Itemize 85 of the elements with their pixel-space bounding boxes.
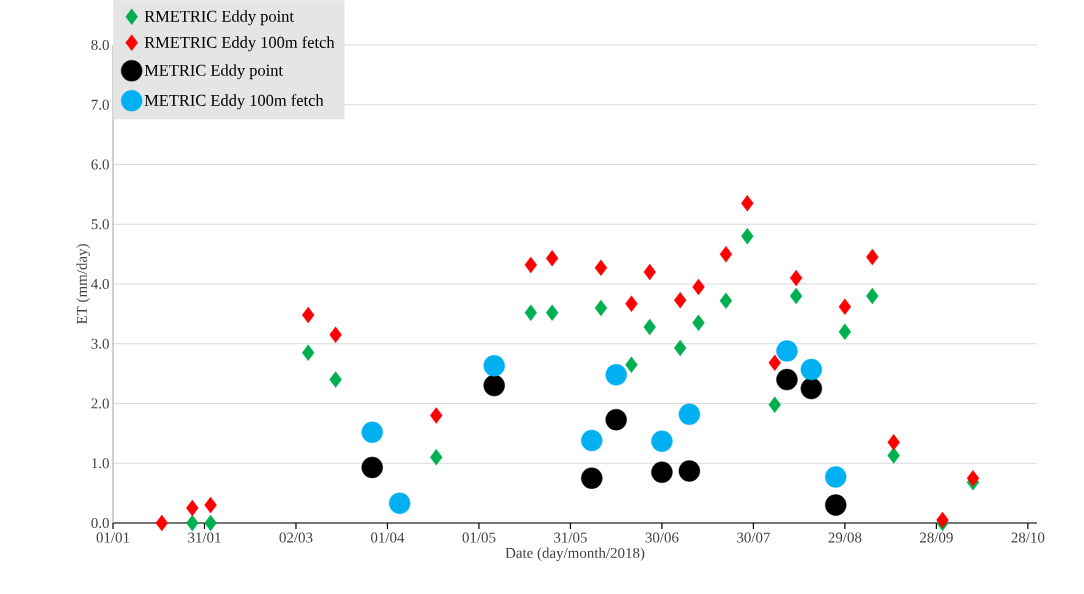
y-tick-label: 0.0 [91, 517, 109, 529]
point [674, 339, 687, 357]
point [768, 354, 781, 372]
point [643, 263, 656, 281]
point [651, 461, 673, 483]
point [741, 228, 754, 245]
point [776, 368, 798, 391]
point [719, 245, 733, 263]
x-tick-label: 28/10 [1011, 532, 1045, 543]
point [155, 514, 168, 532]
point [301, 306, 315, 324]
point [186, 514, 199, 532]
point [204, 514, 217, 532]
point [545, 250, 559, 267]
point [301, 344, 315, 361]
point [789, 287, 803, 305]
legend-label: METRIC Eddy point [144, 64, 283, 80]
y-axis-title: ET (mm/day) [76, 244, 90, 325]
x-tick-label: 31/01 [188, 532, 221, 543]
point [692, 278, 705, 296]
point [329, 371, 342, 388]
legend-label: METRIC Eddy 100m fetch [144, 94, 324, 110]
point [678, 460, 701, 482]
point [741, 195, 754, 212]
point [838, 298, 852, 315]
x-tick-label: 01/01 [96, 532, 130, 543]
point [524, 256, 537, 274]
point [594, 259, 608, 277]
point [825, 466, 847, 488]
y-tick-label: 5.0 [91, 219, 109, 230]
x-tick-label: 02/03 [279, 532, 313, 543]
point [800, 377, 823, 400]
point [483, 374, 505, 397]
point [866, 287, 879, 305]
point [605, 364, 627, 386]
point [692, 314, 705, 332]
point [825, 494, 847, 516]
point [361, 421, 383, 443]
point [625, 356, 638, 373]
point [719, 292, 733, 309]
point [204, 496, 217, 514]
point [361, 456, 383, 479]
point [838, 323, 852, 340]
point [776, 340, 798, 362]
point [674, 291, 687, 309]
point [789, 269, 803, 287]
point [483, 355, 505, 377]
point [678, 403, 701, 425]
point [887, 434, 900, 451]
y-tick-label: 3.0 [91, 338, 109, 349]
x-tick-label: 30/06 [645, 532, 679, 543]
point [966, 469, 980, 487]
point [651, 430, 673, 452]
point [186, 499, 199, 517]
x-tick-label: 01/04 [371, 532, 405, 543]
y-tick-label: 2.0 [91, 398, 109, 409]
legend-label: RMETRIC Eddy 100m fetch [144, 36, 335, 52]
point [430, 449, 443, 466]
x-tick-label: 31/05 [554, 532, 587, 543]
y-tick-label: 4.0 [91, 278, 109, 290]
point [643, 318, 656, 336]
point [887, 447, 900, 464]
point [329, 326, 342, 343]
y-tick-label: 8.0 [91, 39, 109, 51]
x-tick-label: 30/07 [737, 532, 770, 543]
x-tick-label: 28/09 [920, 532, 953, 543]
y-tick-label: 6.0 [91, 159, 109, 170]
point [866, 248, 879, 266]
point [768, 396, 781, 413]
point [581, 467, 603, 489]
point [800, 358, 823, 381]
point [594, 299, 608, 317]
legend-label: RMETRIC Eddy point [144, 10, 294, 26]
point [581, 429, 603, 452]
point [524, 304, 537, 321]
x-tick-label: 01/05 [462, 532, 496, 543]
x-axis-title: Date (day/month/2018) [505, 547, 645, 562]
y-tick-label: 1.0 [92, 458, 109, 469]
y-tick-label: 7.0 [91, 99, 109, 110]
point [545, 304, 559, 321]
point [625, 295, 638, 312]
point [388, 492, 411, 514]
x-tick-label: 29/08 [828, 532, 862, 543]
point [605, 408, 627, 431]
point [430, 407, 443, 424]
